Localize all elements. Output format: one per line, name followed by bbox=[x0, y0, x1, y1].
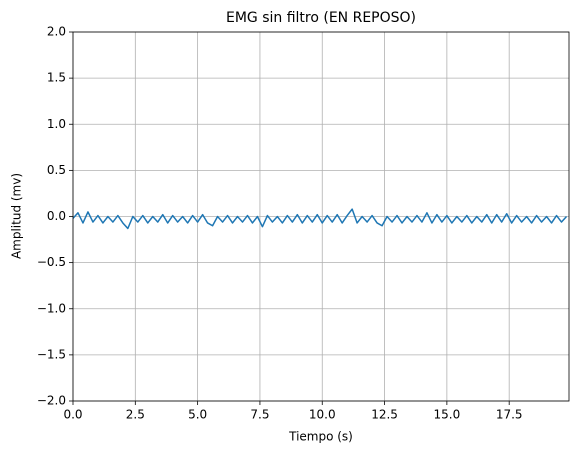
chart-title: EMG sin filtro (EN REPOSO) bbox=[226, 10, 416, 26]
x-tick-label: 15.0 bbox=[434, 408, 461, 422]
x-tick-label: 5.0 bbox=[188, 408, 207, 422]
x-axis-label: Tiempo (s) bbox=[288, 430, 353, 444]
y-tick-label: 2.0 bbox=[47, 25, 66, 39]
x-tick-label: 12.5 bbox=[371, 408, 398, 422]
x-tick-label: 2.5 bbox=[126, 408, 145, 422]
y-tick-label: −0.5 bbox=[37, 255, 66, 269]
plot-frame bbox=[72, 31, 570, 402]
y-tick-label: 0.5 bbox=[47, 163, 66, 177]
y-tick-label: −1.0 bbox=[37, 301, 66, 315]
line-series bbox=[72, 208, 568, 230]
x-tick-label: 0.0 bbox=[63, 408, 82, 422]
y-axis-label: Amplitud (mv) bbox=[10, 173, 24, 259]
y-tick-label: 1.5 bbox=[47, 71, 66, 85]
y-tick-label: −2.0 bbox=[37, 394, 66, 408]
y-tick-label: 0.0 bbox=[47, 209, 66, 223]
y-tick-label: 1.0 bbox=[47, 117, 66, 131]
x-tick-label: 17.5 bbox=[496, 408, 523, 422]
x-tick-label: 7.5 bbox=[250, 408, 269, 422]
x-tick-label: 10.0 bbox=[309, 408, 336, 422]
y-tick-label: −1.5 bbox=[37, 347, 66, 361]
